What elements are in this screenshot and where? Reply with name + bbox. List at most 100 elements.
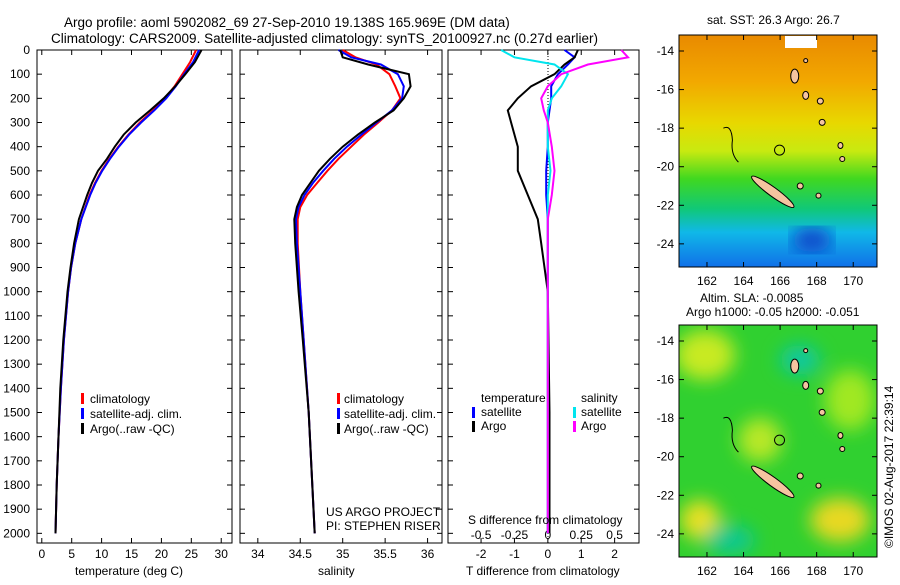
legend-label: satellite-adj. clim. <box>90 407 182 421</box>
map-lat-label: -18 <box>657 121 675 135</box>
s-diff-tick-label: 0.25 <box>570 528 594 542</box>
island-vanuatu-loyalty <box>816 387 824 395</box>
legend-swatch-argo <box>337 423 340 434</box>
y-tick-label: 1800 <box>3 478 30 492</box>
x-tick-label: 34 <box>251 547 265 561</box>
map-lat-label: -20 <box>657 160 675 174</box>
sst-map-frame <box>678 34 878 268</box>
legend-label: Argo <box>481 419 507 433</box>
x-tick-label: 1 <box>578 547 585 561</box>
island-vanuatu-loyalty <box>839 446 846 453</box>
imos-credit: ©IMOS 02-Aug-2017 22:39:14 <box>882 385 896 548</box>
legend-label: satellite <box>481 405 522 419</box>
map-lat-label: -14 <box>657 334 675 348</box>
s-diff-tick-label: 0 <box>544 528 551 542</box>
y-tick-label: 2000 <box>3 526 30 540</box>
difference-panel-frame <box>447 49 640 544</box>
map-lat-label: -22 <box>657 488 675 502</box>
map-lat-label: -24 <box>657 237 675 251</box>
map-lon-label: 168 <box>807 564 827 578</box>
x-tick-label: 15 <box>125 547 139 561</box>
map-lon-label: 170 <box>843 274 863 288</box>
legend-label: satellite <box>581 405 622 419</box>
island-vanuatu-loyalty <box>802 90 810 100</box>
y-tick-label: 1000 <box>3 285 30 299</box>
title-line-2: Climatology: CARS2009. Satellite-adjuste… <box>51 31 598 46</box>
reef-outline <box>723 416 739 453</box>
map-lon-label: 168 <box>807 274 827 288</box>
x-tick-label: -1 <box>509 547 520 561</box>
y-tick-label: 1300 <box>3 357 30 371</box>
island-new-caledonia <box>751 175 795 208</box>
island-vanuatu-loyalty <box>815 482 822 489</box>
s-diff-tick-label: 0.5 <box>606 528 623 542</box>
legend-label: climatology <box>90 392 150 406</box>
sla-map-subtitle: Argo h1000: -0.05 h2000: -0.051 <box>686 305 860 319</box>
legend-label: Argo(..raw -QC) <box>344 422 429 436</box>
salinity-legend: climatology satellite-adj. clim. Argo(..… <box>337 392 436 436</box>
legend-swatch-satellite <box>81 408 84 419</box>
y-tick-label: 1100 <box>4 309 30 323</box>
x-tick-label: 34.5 <box>289 547 313 561</box>
island-vanuatu-loyalty <box>796 182 804 190</box>
s-diff-axis-label: S difference from climatology <box>468 513 623 527</box>
island-vanuatu-loyalty <box>803 348 809 354</box>
map-lat-label: -24 <box>657 527 675 541</box>
reef-outline <box>723 126 739 163</box>
y-tick-label: 400 <box>10 140 30 154</box>
x-tick-label: 0 <box>38 547 45 561</box>
x-tick-label: 2 <box>611 547 618 561</box>
legend-swatch-t-satellite <box>472 407 475 418</box>
temperature-panel-frame <box>36 49 233 544</box>
profile-line-argo-raw-qc- <box>54 49 203 534</box>
coastlines-sst: 162 164 166 168 170 -14 -16 -18 -20 -22 -24 <box>657 35 877 288</box>
y-tick-label: 800 <box>10 236 30 250</box>
profile-line-argo-raw-qc- <box>293 49 412 534</box>
map-lat-label: -16 <box>657 373 675 387</box>
y-tick-label: 1200 <box>3 333 30 347</box>
map-lon-label: 162 <box>697 274 717 288</box>
sst-map-title: sat. SST: 26.3 Argo: 26.7 <box>707 13 840 27</box>
title-line-1: Argo profile: aoml 5902082_69 27-Sep-201… <box>64 15 510 30</box>
legend-title-salinity: salinity <box>581 391 618 405</box>
profile-line-t-argo <box>506 49 579 534</box>
missing-data-patch <box>785 36 817 48</box>
y-tick-label: 1700 <box>3 454 30 468</box>
map-lon-label: 164 <box>734 564 754 578</box>
legend-title-temperature: temperature <box>481 391 546 405</box>
map-lon-label: 164 <box>734 274 754 288</box>
map-lon-label: 170 <box>843 564 863 578</box>
map-lon-label: 166 <box>770 274 790 288</box>
sst-map <box>679 35 877 267</box>
temperature-axis-label: temperature (deg C) <box>75 564 183 578</box>
y-tick-label: 1900 <box>3 502 30 516</box>
legend-swatch-satellite <box>337 408 340 419</box>
x-tick-label: -2 <box>476 547 487 561</box>
argo-position-marker <box>774 434 786 446</box>
legend-swatch-climatology <box>337 393 340 404</box>
y-tick-label: 600 <box>10 188 30 202</box>
pi-annotation: PI: STEPHEN RISER <box>326 519 441 533</box>
legend-swatch-s-satellite <box>573 407 576 418</box>
map-lat-label: -18 <box>657 411 675 425</box>
s-diff-tick-label: -0.5 <box>471 528 492 542</box>
island-vanuatu-loyalty <box>837 142 844 150</box>
sla-map-frame <box>678 324 878 558</box>
island-new-caledonia <box>751 465 795 498</box>
argo-position-marker <box>774 144 786 156</box>
legend-swatch-climatology <box>81 393 84 404</box>
coastlines-sla: 162 164 166 168 170 -14 -16 -18 -20 -22 -24 <box>657 325 877 578</box>
legend-label: climatology <box>344 392 404 406</box>
profile-line-satellite-adj-clim- <box>294 49 405 534</box>
y-tick-label: 1600 <box>3 430 30 444</box>
legend-swatch-argo <box>81 423 84 434</box>
difference-legend: temperature salinity satellite Argo sate… <box>472 391 622 433</box>
island-vanuatu-loyalty <box>790 68 800 84</box>
t-diff-axis-label: T difference from climatology <box>466 564 620 578</box>
temperature-legend: climatology satellite-adj. clim. Argo(..… <box>81 392 182 436</box>
legend-swatch-t-argo <box>472 421 475 432</box>
y-tick-label: 200 <box>10 91 30 105</box>
island-vanuatu-loyalty <box>802 380 810 390</box>
x-tick-label: 10 <box>95 547 109 561</box>
profile-line-satellite-adj-clim- <box>54 49 200 534</box>
